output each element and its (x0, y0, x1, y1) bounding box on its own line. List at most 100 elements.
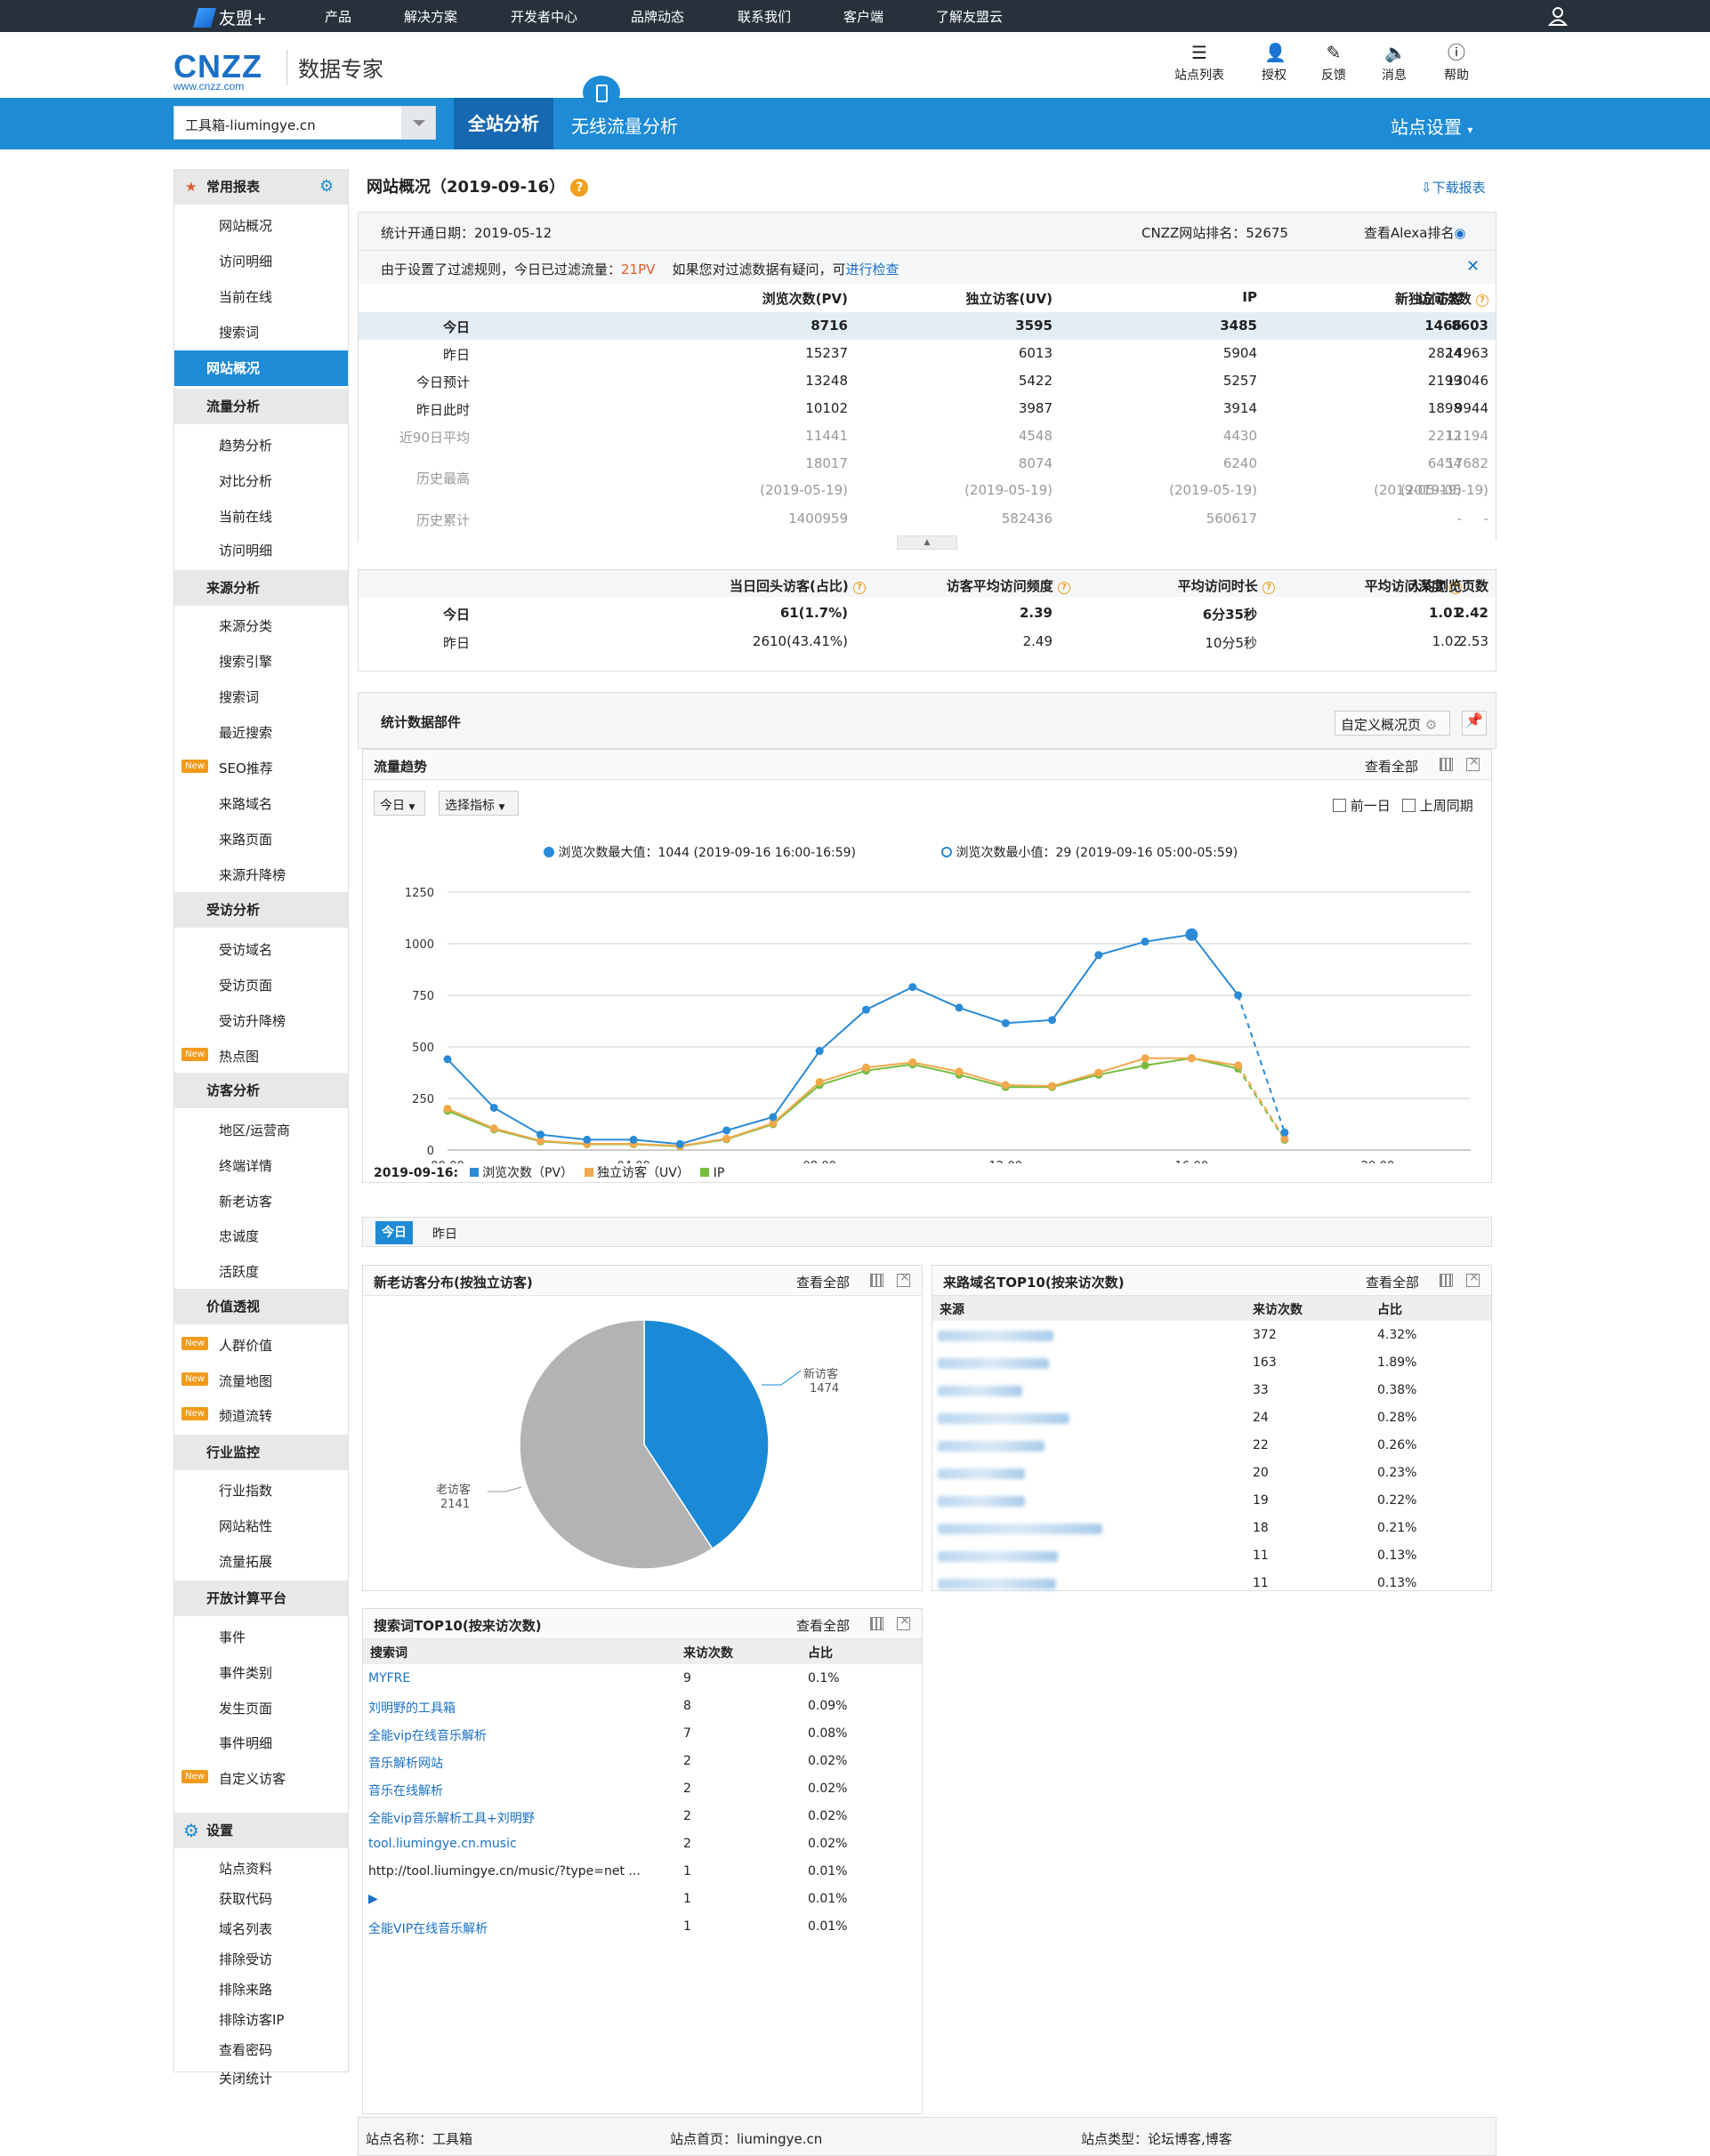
sidebar-item-source-category[interactable]: 来源分类 (219, 618, 273, 634)
sidebar-item-event-page[interactable]: 发生页面 (219, 1701, 273, 1717)
sidebar-header-common[interactable]: ★ 常用报表 ⚙ (174, 169, 348, 205)
umeng-logo[interactable]: 友盟+ (193, 5, 267, 29)
sidebar-item-visited-rank[interactable]: 受访升降榜 (219, 1013, 286, 1029)
data-point[interactable] (908, 983, 917, 992)
legend-ip[interactable]: IP (713, 1166, 725, 1180)
data-point[interactable] (722, 1126, 731, 1135)
metric-select[interactable]: 选择指标 ▼ (439, 791, 519, 816)
sidebar-item-heatmap[interactable]: New 热点图 (181, 1047, 259, 1066)
sidebar-item-industry-index[interactable]: 行业指数 (219, 1483, 273, 1499)
sidebar-item-ref-domain[interactable]: 来路域名 (219, 796, 273, 812)
table-row[interactable]: 19 0.22% (932, 1488, 1491, 1516)
sidebar-header-value[interactable]: 价值透视 (174, 1289, 348, 1324)
table-row[interactable]: 20 0.23% (932, 1460, 1491, 1488)
blurred-domain[interactable] (938, 1413, 1069, 1424)
data-point[interactable] (675, 1139, 684, 1148)
sidebar-item-online-2[interactable]: 当前在线 (219, 509, 273, 525)
sidebar-item-overview-active[interactable]: 网站概况 (174, 350, 348, 386)
data-point[interactable] (443, 1105, 452, 1114)
blurred-domain[interactable] (938, 1468, 1025, 1479)
filter-check-link[interactable]: 进行检查 (845, 261, 899, 278)
data-point[interactable] (1001, 1081, 1010, 1090)
data-point[interactable] (908, 1058, 917, 1066)
data-point[interactable] (1234, 991, 1243, 1000)
data-point[interactable] (955, 1003, 964, 1012)
checkbox-prev-day[interactable]: 前一日 (1333, 796, 1391, 815)
authorize-button[interactable]: 👤 授权 (1262, 43, 1287, 84)
trend-view-all[interactable]: 查看全部 (1365, 759, 1419, 775)
table-row[interactable]: 24 0.28% (932, 1405, 1491, 1433)
sidebar-item-search-words[interactable]: 搜索词 (219, 689, 260, 705)
tab-yesterday[interactable]: 昨日 (432, 1227, 457, 1242)
sidebar-item-exclude-visited[interactable]: 排除受访 (219, 1951, 273, 1967)
table-row[interactable]: 163 1.89% (932, 1350, 1491, 1378)
collapse-toggle[interactable]: ▲ (897, 535, 957, 550)
chevron-down-icon[interactable] (401, 107, 435, 139)
sidebar-item-recent-search[interactable]: 最近搜索 (219, 725, 273, 741)
help-icon[interactable]: ? (1476, 294, 1488, 307)
blurred-domain[interactable] (938, 1579, 1056, 1589)
blurred-domain[interactable] (938, 1331, 1053, 1341)
keyword-link[interactable]: ▶ (368, 1892, 378, 1906)
table-row[interactable]: 18 0.21% (932, 1516, 1491, 1543)
sidebar-item-close-stats[interactable]: 关闭统计 (219, 2071, 273, 2087)
blurred-domain[interactable] (938, 1551, 1058, 1562)
data-point[interactable] (1280, 1134, 1289, 1143)
data-point[interactable] (489, 1124, 498, 1133)
table-row[interactable]: 22 0.26% (932, 1433, 1491, 1460)
keyword-link[interactable]: MYFRE (368, 1671, 411, 1685)
grid-icon[interactable] (1440, 1274, 1453, 1287)
sidebar-header-visited[interactable]: 受访分析 (174, 892, 348, 928)
help-icon[interactable]: ? (1262, 582, 1275, 594)
sidebar-item-event[interactable]: 事件 (219, 1629, 246, 1645)
alexa-link[interactable]: 查看Alexa排名◉ (1364, 223, 1466, 242)
domains-view-all[interactable]: 查看全部 (1366, 1275, 1420, 1291)
topnav-item-product[interactable]: 产品 (325, 9, 352, 25)
sidebar-item-exclude-ip[interactable]: 排除访客IP (219, 2012, 285, 2028)
sidebar-header-industry[interactable]: 行业监控 (174, 1435, 348, 1470)
table-row[interactable]: 33 0.38% (932, 1378, 1491, 1405)
close-icon[interactable] (897, 1613, 910, 1630)
sidebar-item-site-info[interactable]: 站点资料 (219, 1861, 273, 1877)
data-point[interactable] (489, 1103, 498, 1112)
keyword-link[interactable]: 刘明野的工具箱 (368, 1701, 456, 1716)
data-point[interactable] (1234, 1061, 1243, 1070)
new-old-view-all[interactable]: 查看全部 (796, 1275, 851, 1291)
sidebar-item-custom-visitor[interactable]: New 自定义访客 (181, 1769, 286, 1788)
sidebar-item-overview-common[interactable]: 网站概况 (219, 218, 273, 234)
sidebar-item-expansion[interactable]: 流量拓展 (219, 1554, 273, 1570)
sidebar-item-ref-page[interactable]: 来路页面 (219, 832, 273, 848)
data-point[interactable] (1048, 1016, 1057, 1025)
grid-icon[interactable] (870, 1617, 883, 1630)
sidebar-item-search-engine[interactable]: 搜索引擎 (219, 654, 273, 670)
sidebar-item-event-category[interactable]: 事件类别 (219, 1665, 273, 1681)
sidebar-item-trend[interactable]: 趋势分析 (219, 438, 273, 454)
sidebar-item-activity[interactable]: 活跃度 (219, 1264, 260, 1280)
blurred-domain[interactable] (938, 1386, 1022, 1396)
sidebar-item-stickiness[interactable]: 网站粘性 (219, 1518, 273, 1534)
topnav-item-solutions[interactable]: 解决方案 (404, 9, 458, 25)
sidebar-item-terminal[interactable]: 终端详情 (219, 1158, 273, 1174)
sidebar-item-compare[interactable]: 对比分析 (219, 473, 273, 489)
sidebar-header-source[interactable]: 来源分析 (174, 570, 348, 606)
sidebar-header-traffic[interactable]: 流量分析 (174, 389, 348, 424)
feedback-button[interactable]: ✎ 反馈 (1321, 43, 1346, 84)
tab-full-site-analysis[interactable]: 全站分析 (454, 98, 553, 149)
close-icon[interactable] (897, 1270, 910, 1287)
blurred-domain[interactable] (938, 1358, 1049, 1369)
data-point[interactable] (1141, 1061, 1149, 1070)
data-point[interactable] (1141, 1054, 1149, 1063)
close-icon[interactable] (1466, 754, 1480, 771)
keyword-link[interactable]: tool.liumingye.cn.music (368, 1837, 517, 1851)
tab-mobile-traffic[interactable]: 无线流量分析 (571, 116, 678, 137)
help-icon[interactable]: ? (570, 179, 589, 197)
data-point[interactable] (443, 1055, 452, 1064)
sidebar-header-visitor[interactable]: 访客分析 (174, 1073, 348, 1108)
site-list-button[interactable]: ☰ 站点列表 (1174, 43, 1224, 84)
topnav-item-developer[interactable]: 开发者中心 (511, 9, 578, 25)
sidebar-item-visited-domain[interactable]: 受访域名 (219, 942, 273, 958)
data-point[interactable] (536, 1137, 545, 1146)
data-point[interactable] (1048, 1082, 1057, 1090)
keyword-link[interactable]: 全能VIP在线音乐解析 (368, 1922, 488, 1936)
sidebar-item-get-code[interactable]: 获取代码 (219, 1891, 273, 1907)
